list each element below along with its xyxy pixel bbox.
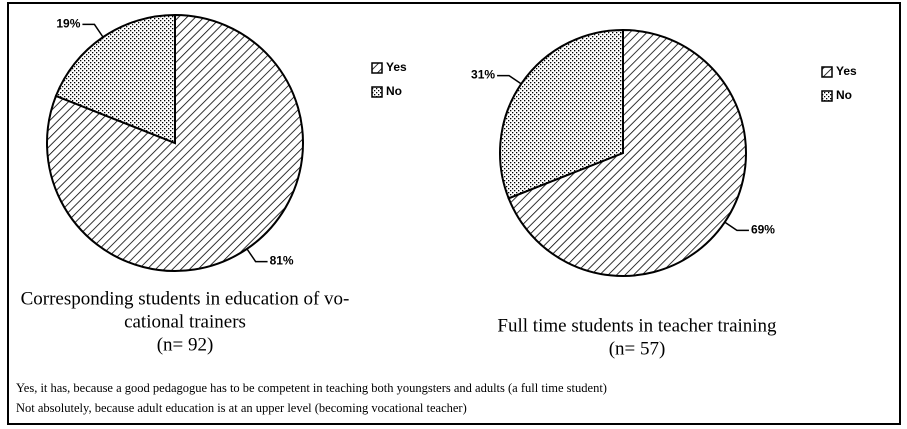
pie-slice [54,13,176,145]
legend-swatch [821,66,833,78]
chart-caption: (n= 57) [609,338,666,359]
data-label: 19% [56,17,80,31]
chart-caption: cational trainers [124,311,246,332]
note: Yes, it has, because a good pedagogue ha… [16,381,607,395]
legend-swatch [371,62,383,74]
legend-label: No [386,84,402,98]
leader-line [724,221,749,232]
leader-line [82,23,104,38]
note: Not absolutely, because adult education … [16,401,467,415]
data-label: 81% [270,254,294,268]
data-label: 31% [471,68,495,82]
legend-swatch [821,90,833,102]
legend-label: No [836,88,852,102]
leader-line [497,74,522,85]
frame [7,2,901,425]
leader-line [246,248,268,263]
chart-caption: Full time students in teacher training [497,315,777,336]
legend-swatch [371,86,383,98]
chart-caption: Corresponding students in education of v… [21,288,350,309]
chart-caption: (n= 92) [157,334,214,355]
pie-slice [507,28,747,277]
legend-label: Yes [386,60,407,74]
data-label: 69% [751,223,775,237]
legend-label: Yes [836,64,857,78]
